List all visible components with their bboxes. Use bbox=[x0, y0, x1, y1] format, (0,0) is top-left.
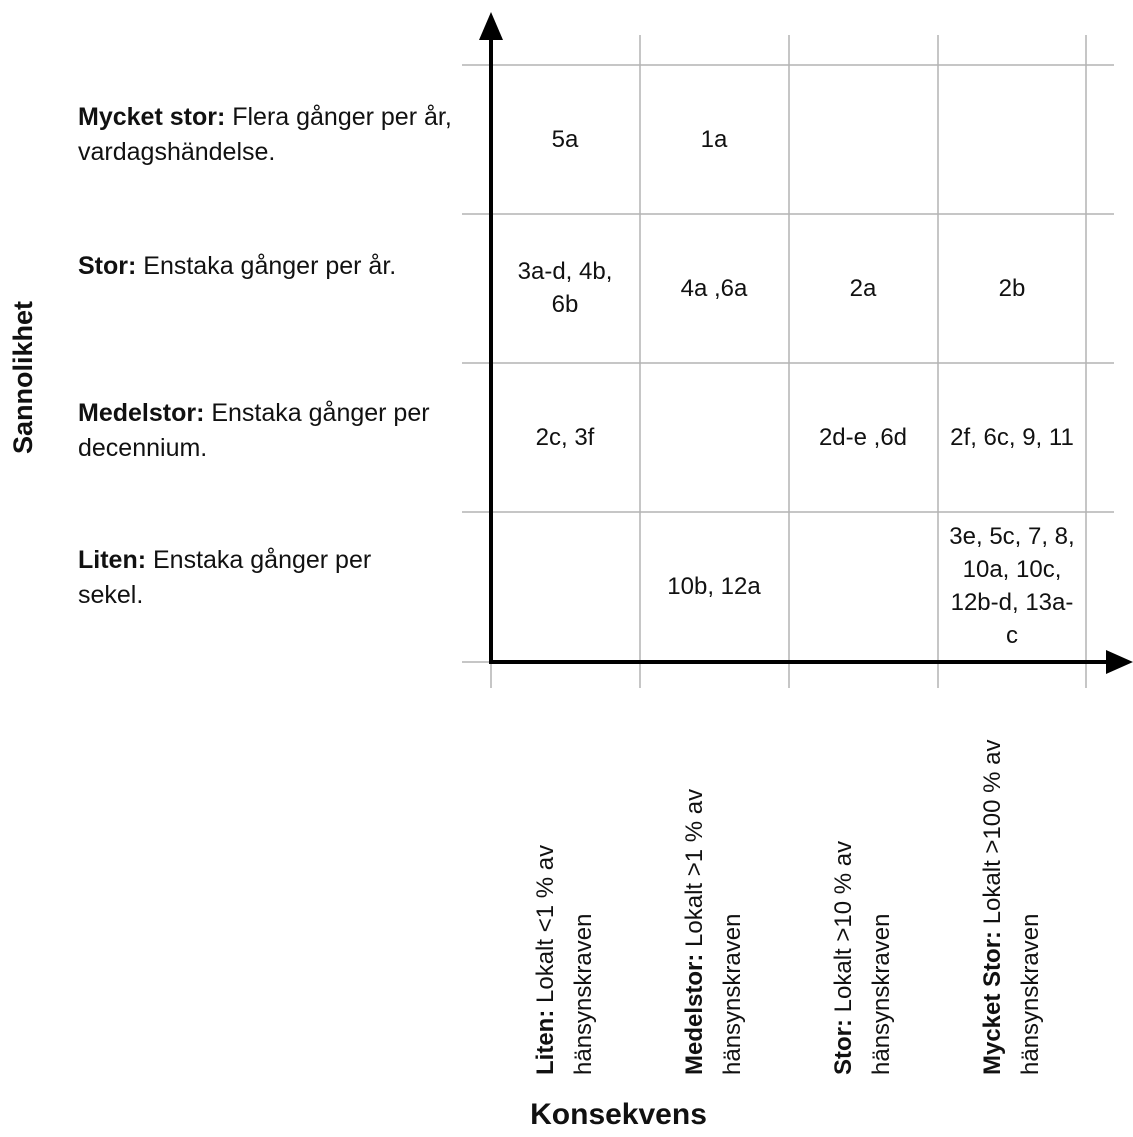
cell-text: 3e, 5c, 7, 8, 10a, 10c, 12b-d, 13a-c bbox=[949, 523, 1075, 649]
column-label-line1: Stor: Lokalt >10 % av bbox=[825, 841, 863, 1075]
cell-text: 2c, 3f bbox=[535, 423, 595, 451]
row-label-name: Medelstor: bbox=[78, 399, 205, 427]
matrix-cell bbox=[789, 512, 937, 660]
y-axis-title-text: Sannolikhet bbox=[8, 300, 38, 454]
row-label-name: Mycket stor: bbox=[78, 103, 226, 131]
matrix-cell bbox=[789, 65, 937, 213]
row-label-medelstor: Medelstor: Enstaka gånger per decennium. bbox=[78, 396, 448, 466]
row-label-liten: Liten: Enstaka gånger per sekel. bbox=[78, 543, 423, 613]
column-label-text: Liten: Lokalt <1 % av hänsynskraven bbox=[527, 845, 603, 1075]
y-axis-arrowhead bbox=[479, 12, 503, 40]
row-label-desc: Enstaka gånger per decennium. bbox=[78, 399, 430, 462]
row-label-name: Stor: bbox=[78, 252, 137, 280]
column-label-liten: Liten: Lokalt <1 % av hänsynskraven bbox=[491, 675, 639, 1075]
cell-text: 2b bbox=[998, 274, 1026, 302]
column-label-line1: Liten: Lokalt <1 % av bbox=[527, 845, 565, 1075]
row-label-mycket-stor: Mycket stor: Flera gånger per år, vardag… bbox=[78, 100, 468, 170]
column-label-line2: hänsynskraven bbox=[868, 913, 895, 1075]
column-label-text: Mycket Stor: Lokalt >100 % av hänsynskra… bbox=[974, 739, 1050, 1075]
matrix-cell: 2f, 6c, 9, 11 bbox=[938, 363, 1086, 511]
matrix-cell: 2c, 3f bbox=[491, 363, 639, 511]
column-label-name: Liten: bbox=[532, 1009, 559, 1075]
x-axis-title: Konsekvens bbox=[530, 1098, 707, 1131]
matrix-cell: 10b, 12a bbox=[640, 512, 788, 660]
cell-text: 3a-d, 4b, 6b bbox=[517, 258, 613, 318]
matrix-cell: 2d-e ,6d bbox=[789, 363, 937, 511]
axes bbox=[479, 12, 1133, 674]
cell-text: 4a ,6a bbox=[680, 274, 748, 302]
column-label-line2: hänsynskraven bbox=[719, 913, 746, 1075]
row-label-desc: Enstaka gånger per år. bbox=[136, 252, 397, 280]
cell-text: 2d-e ,6d bbox=[818, 423, 908, 451]
matrix-cell: 5a bbox=[491, 65, 639, 213]
column-label-line1: Medelstor: Lokalt >1 % av bbox=[676, 789, 714, 1075]
matrix-cell bbox=[938, 65, 1086, 213]
column-label-line1: Mycket Stor: Lokalt >100 % av bbox=[974, 739, 1012, 1075]
cell-text: 5a bbox=[551, 125, 579, 153]
cell-text: 1a bbox=[700, 125, 728, 153]
column-label-desc: Lokalt <1 % av bbox=[532, 844, 559, 1010]
column-label-mycket-stor: Mycket Stor: Lokalt >100 % av hänsynskra… bbox=[938, 675, 1086, 1075]
column-label-stor: Stor: Lokalt >10 % av hänsynskraven bbox=[789, 675, 937, 1075]
matrix-cell: 2b bbox=[938, 214, 1086, 362]
row-label-desc: Enstaka gånger per sekel. bbox=[78, 546, 372, 609]
column-label-medelstor: Medelstor: Lokalt >1 % av hänsynskraven bbox=[640, 675, 788, 1075]
column-label-desc: Lokalt >10 % av bbox=[830, 840, 857, 1019]
column-label-line2: hänsynskraven bbox=[1017, 913, 1044, 1075]
matrix-cell: 4a ,6a bbox=[640, 214, 788, 362]
row-label-desc: Flera gånger per år, vardagshändelse. bbox=[78, 103, 452, 166]
y-axis-title: Sannolikhet bbox=[8, 301, 48, 454]
column-label-name: Mycket Stor: bbox=[979, 930, 1006, 1075]
row-label-stor: Stor: Enstaka gånger per år. bbox=[78, 249, 468, 284]
column-label-desc: Lokalt >1 % av bbox=[681, 788, 708, 954]
matrix-cell: 3a-d, 4b, 6b bbox=[491, 214, 639, 362]
column-label-line2: hänsynskraven bbox=[570, 913, 597, 1075]
column-label-name: Medelstor: bbox=[681, 953, 708, 1075]
column-label-text: Stor: Lokalt >10 % av hänsynskraven bbox=[825, 841, 901, 1075]
x-axis-arrowhead bbox=[1106, 650, 1133, 674]
matrix-cell: 2a bbox=[789, 214, 937, 362]
column-label-desc: Lokalt >100 % av bbox=[979, 739, 1006, 931]
column-label-name: Stor: bbox=[830, 1019, 857, 1075]
column-label-text: Medelstor: Lokalt >1 % av hänsynskraven bbox=[676, 789, 752, 1075]
cell-text: 10b, 12a bbox=[667, 572, 761, 600]
row-label-name: Liten: bbox=[78, 546, 147, 574]
cell-text: 2f, 6c, 9, 11 bbox=[950, 423, 1074, 451]
cell-text: 2a bbox=[849, 274, 877, 302]
matrix-cell: 3e, 5c, 7, 8, 10a, 10c, 12b-d, 13a-c bbox=[938, 512, 1086, 660]
matrix-cell bbox=[491, 512, 639, 660]
matrix-cell bbox=[640, 363, 788, 511]
matrix-cell: 1a bbox=[640, 65, 788, 213]
